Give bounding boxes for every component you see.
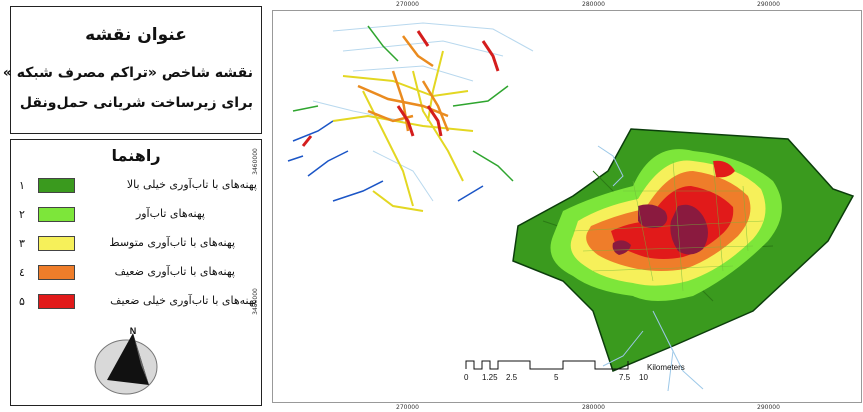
bottom-tick-270000: 270000 [396,404,419,411]
legend-item-2: ۲ پهنه‌های تاب‌آور [11,206,263,226]
top-tick-270000: 270000 [396,1,419,8]
map-subtitle-line2: برای زیرساخت شریانی حمل‌ونقل [19,95,253,111]
legend-heading: راهنما [111,146,161,165]
bottom-tick-280000: 280000 [582,404,605,411]
legend-item-number: ۵ [19,295,25,308]
legend-swatch-very-high [38,178,75,193]
inset-network-map [287,22,534,212]
map-title-box: عنوان نقشه نقشه شاخص «تراکم مصرف شبکه » … [2,6,262,134]
legend-item-number: ٤ [19,266,25,279]
bottom-tick-290000: 290000 [757,404,780,411]
legend-item-5: ۵ پهنه‌های با تاب‌آوری خیلی ضعیف [11,293,263,313]
scale-label-5: 5 [554,373,559,382]
legend-item-label: پهنه‌های با تاب‌آوری خیلی بالا [126,178,257,191]
legend-item-number: ۱ [19,179,25,192]
scale-unit-label: Kilometers [647,363,685,372]
map-subtitle-line1: نقشه شاخص «تراکم مصرف شبکه » [2,65,253,81]
scale-label-1-25: 1.25 [482,373,498,382]
north-label: N [130,326,137,336]
legend-item-3: ۳ پهنه‌های با تاب‌آوری متوسط [11,235,263,255]
top-tick-290000: 290000 [757,1,780,8]
scale-bar [465,360,629,370]
scale-label-0: 0 [464,373,469,382]
legend-swatch-medium [38,236,75,251]
legend-item-number: ۲ [19,208,25,221]
map-title-heading: عنوان نقشه [85,25,187,45]
map-frame: 0 1.25 2.5 5 7.5 10 Kilometers [272,10,862,403]
legend-swatch-very-low [38,294,75,309]
scale-label-7-5: 7.5 [619,373,631,382]
north-arrow-icon: N [94,326,158,395]
scale-label-10: 10 [639,373,648,382]
legend-item-number: ۳ [19,237,25,250]
legend-item-1: ۱ پهنه‌های با تاب‌آوری خیلی بالا [11,177,263,197]
resilience-zone-map [512,128,855,392]
legend-item-label: پهنه‌های با تاب‌آوری خیلی ضعیف [110,294,257,307]
left-tick-3460000: 3460000 [251,148,259,175]
scale-label-2-5: 2.5 [506,373,518,382]
legend-box: راهنما ۱ پهنه‌های با تاب‌آوری خیلی بالا … [10,139,262,406]
map-canvas [287,22,855,392]
left-tick-3450000: 3450000 [251,288,259,315]
top-tick-280000: 280000 [582,1,605,8]
legend-item-label: پهنه‌های با تاب‌آوری ضعیف [114,265,235,278]
legend-swatch-low [38,265,75,280]
legend-item-label: پهنه‌های تاب‌آور [135,207,205,220]
legend-item-4: ٤ پهنه‌های با تاب‌آوری ضعیف [11,264,263,284]
legend-swatch-resilient [38,207,75,222]
legend-item-label: پهنه‌های با تاب‌آوری متوسط [109,236,235,249]
